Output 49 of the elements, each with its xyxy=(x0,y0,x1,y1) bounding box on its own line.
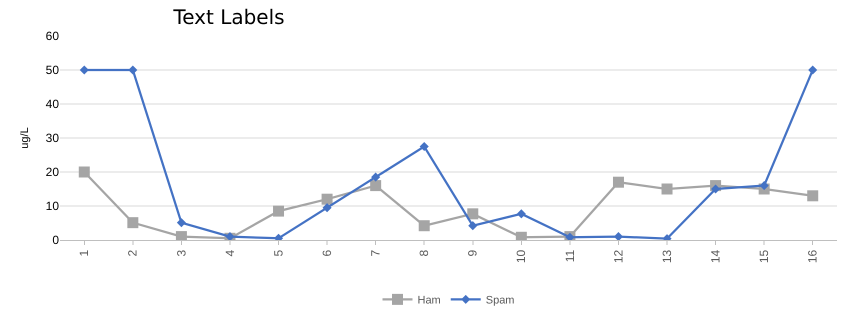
x-tick-label: 10 xyxy=(514,249,528,264)
y-tick-label: 20 xyxy=(46,165,60,180)
x-tick-label: 12 xyxy=(611,249,626,264)
x-tick-label: 2 xyxy=(126,249,140,256)
y-tick-label: 60 xyxy=(46,29,60,44)
point xyxy=(807,190,818,202)
point xyxy=(273,206,284,217)
x-tick-label: 16 xyxy=(806,249,820,264)
y-axis-title: ug/L xyxy=(19,127,31,149)
point xyxy=(516,209,526,218)
x-tick-label: 9 xyxy=(466,249,480,256)
y-tick-label: 0 xyxy=(52,233,60,248)
legend-label: Spam xyxy=(486,294,514,307)
y-tick-label: 30 xyxy=(46,131,60,146)
x-tick-label: 11 xyxy=(562,249,577,262)
point xyxy=(370,180,382,192)
x-tick-label: 1 xyxy=(77,249,92,256)
point xyxy=(80,65,89,75)
x-tick-label: 4 xyxy=(222,249,237,256)
x-tick-label: 14 xyxy=(708,249,722,264)
point xyxy=(322,194,333,205)
point xyxy=(467,208,478,220)
x-tick-label: 5 xyxy=(271,249,286,256)
point xyxy=(662,184,673,194)
point xyxy=(468,221,478,230)
point xyxy=(322,203,332,212)
point xyxy=(176,218,186,228)
point xyxy=(78,166,90,178)
y-tick-label: 40 xyxy=(46,97,60,112)
point xyxy=(127,217,138,228)
x-tick-label: 7 xyxy=(368,249,383,256)
chart-title: Text Labels xyxy=(172,4,285,29)
point xyxy=(371,172,380,182)
x-tick-label: 8 xyxy=(417,249,432,256)
point xyxy=(711,184,720,194)
y-tick-label: 50 xyxy=(46,63,60,78)
legend-label: Ham xyxy=(418,294,441,307)
y-tick-label: 10 xyxy=(46,199,60,214)
x-tick-label: 3 xyxy=(174,249,188,256)
point xyxy=(420,142,429,152)
point xyxy=(418,220,430,232)
x-tick-label: 15 xyxy=(757,249,772,264)
point xyxy=(760,181,769,190)
point xyxy=(808,65,818,75)
point xyxy=(612,176,624,188)
point xyxy=(128,65,138,75)
point xyxy=(614,232,624,240)
x-tick-label: 13 xyxy=(660,249,674,264)
x-tick-label: 6 xyxy=(320,249,334,256)
